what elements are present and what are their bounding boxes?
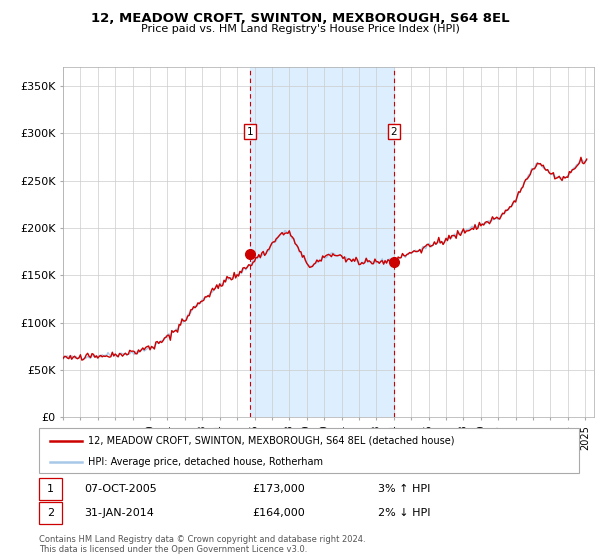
Text: 1: 1 [247,127,253,137]
Text: 07-OCT-2005: 07-OCT-2005 [84,484,157,494]
Text: HPI: Average price, detached house, Rotherham: HPI: Average price, detached house, Roth… [88,457,323,467]
Text: 12, MEADOW CROFT, SWINTON, MEXBOROUGH, S64 8EL (detached house): 12, MEADOW CROFT, SWINTON, MEXBOROUGH, S… [88,436,454,446]
Bar [250,67,394,417]
Text: 2: 2 [47,508,54,518]
Text: Contains HM Land Registry data © Crown copyright and database right 2024.
This d: Contains HM Land Registry data © Crown c… [39,535,365,554]
Text: 3% ↑ HPI: 3% ↑ HPI [378,484,430,494]
FancyBboxPatch shape [39,428,579,473]
Text: 31-JAN-2014: 31-JAN-2014 [84,508,154,518]
Text: £173,000: £173,000 [252,484,305,494]
Text: £164,000: £164,000 [252,508,305,518]
Text: 2: 2 [391,127,397,137]
Text: 2% ↓ HPI: 2% ↓ HPI [378,508,431,518]
Text: 12, MEADOW CROFT, SWINTON, MEXBOROUGH, S64 8EL: 12, MEADOW CROFT, SWINTON, MEXBOROUGH, S… [91,12,509,25]
Text: Price paid vs. HM Land Registry's House Price Index (HPI): Price paid vs. HM Land Registry's House … [140,24,460,34]
Text: 1: 1 [47,484,54,494]
